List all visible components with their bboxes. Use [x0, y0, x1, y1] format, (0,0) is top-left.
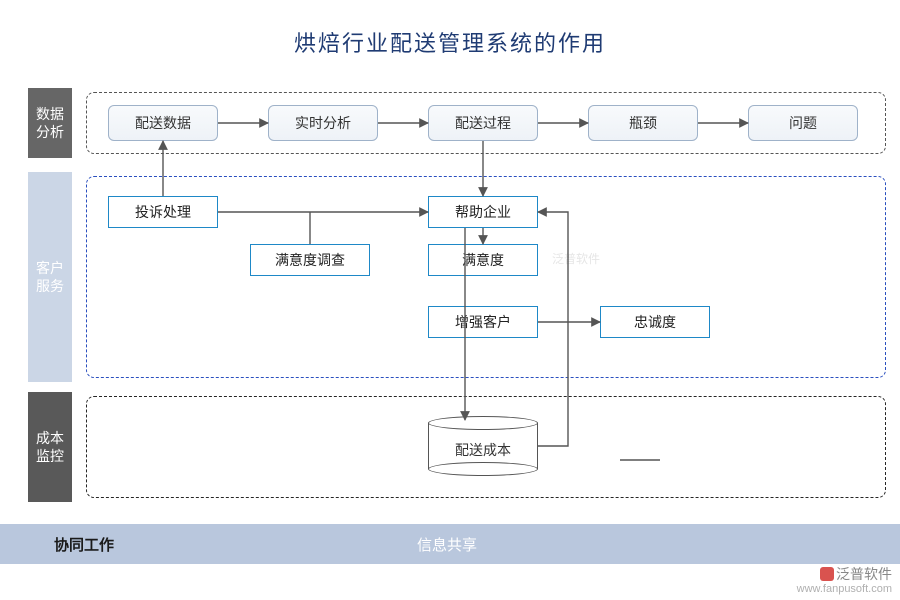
watermark-brand: 泛普软件 [836, 566, 892, 582]
mid-node-m_satisfy: 满意度 [428, 244, 538, 276]
side-label-data-analysis: 数据分析 [28, 88, 72, 158]
bottom-mid-label: 信息共享 [114, 534, 780, 555]
mid-node-m_survey: 满意度调查 [250, 244, 370, 276]
top-node-n5: 问题 [748, 105, 858, 141]
bottom-bar: 协同工作 信息共享 [0, 524, 900, 564]
cylinder-cost: 配送成本 [428, 416, 538, 476]
top-node-n2: 实时分析 [268, 105, 378, 141]
side-label-customer-service: 客户服务 [28, 172, 72, 382]
watermark-url: www.fanpusoft.com [797, 583, 892, 596]
cylinder-label: 配送成本 [428, 440, 538, 460]
mid-node-m_enhance: 增强客户 [428, 306, 538, 338]
faint-watermark: 泛普软件 [552, 250, 600, 267]
logo-icon [820, 567, 834, 581]
mid-node-m_loyalty: 忠诚度 [600, 306, 710, 338]
top-node-n3: 配送过程 [428, 105, 538, 141]
top-node-n1: 配送数据 [108, 105, 218, 141]
mid-node-m_help: 帮助企业 [428, 196, 538, 228]
watermark: 泛普软件 www.fanpusoft.com [797, 566, 892, 596]
top-node-n4: 瓶颈 [588, 105, 698, 141]
bottom-left-label: 协同工作 [54, 534, 114, 555]
side-label-cost-monitor: 成本监控 [28, 392, 72, 502]
mid-node-m_complaint: 投诉处理 [108, 196, 218, 228]
page-title: 烘焙行业配送管理系统的作用 [0, 26, 900, 58]
